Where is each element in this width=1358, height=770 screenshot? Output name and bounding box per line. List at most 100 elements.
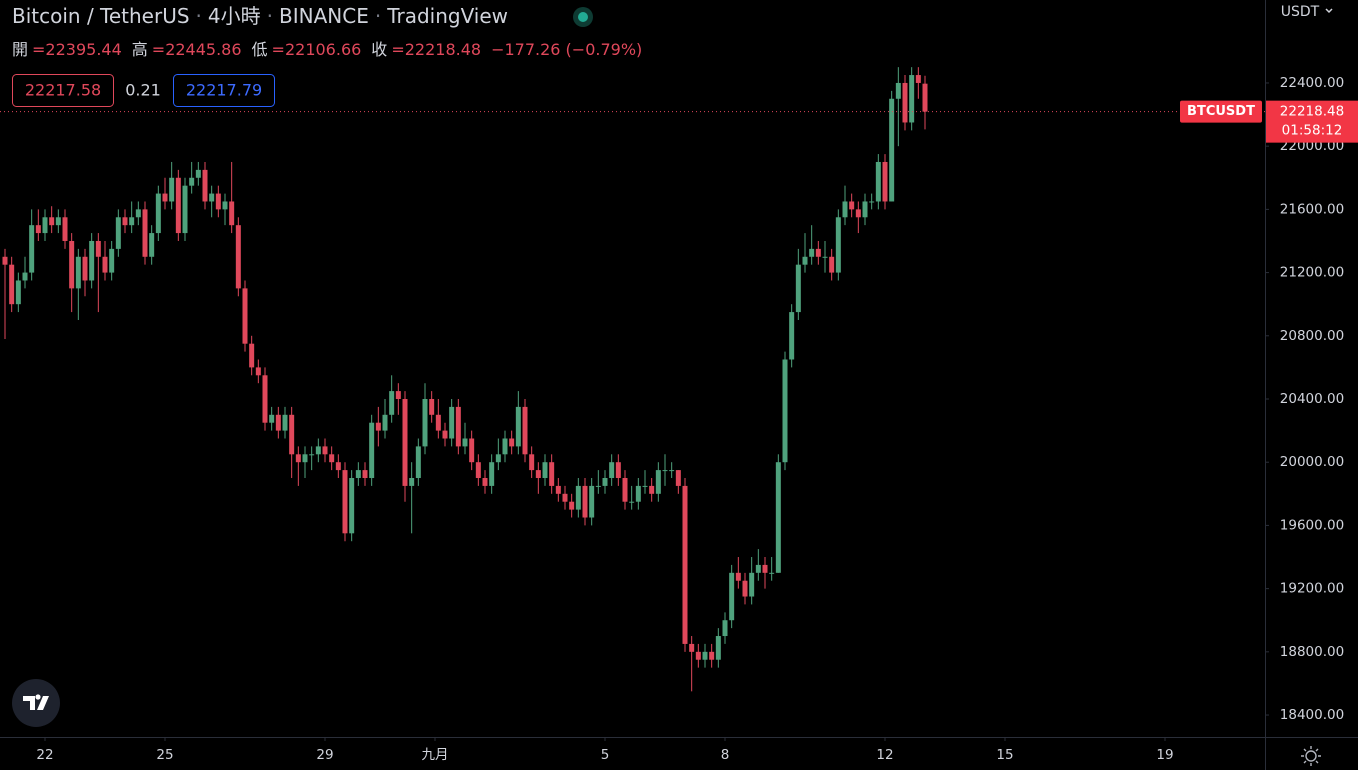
- x-tick-label: 12: [876, 747, 893, 763]
- candle-body: [635, 485, 641, 502]
- candle-body: [9, 264, 15, 305]
- candle-body: [15, 280, 21, 305]
- candle-body: [22, 272, 28, 281]
- candle-body: [709, 651, 715, 660]
- settings-icon[interactable]: [1301, 746, 1321, 766]
- ask-box[interactable]: [173, 74, 275, 107]
- gear: [1305, 750, 1317, 762]
- candles: [2, 67, 928, 692]
- candle-body: [829, 256, 835, 273]
- x-tick-label: 5: [601, 747, 610, 763]
- separator: ·: [267, 4, 273, 28]
- status-dot: [578, 12, 588, 22]
- candle-body: [409, 478, 415, 486]
- candle-body: [202, 169, 208, 202]
- candle-body: [855, 209, 861, 218]
- candle-body: [595, 485, 601, 487]
- candle-body: [769, 572, 775, 574]
- candle-body: [82, 256, 88, 281]
- candle-body: [742, 580, 748, 597]
- ohlc-legend: 開 =22395.44 高 =22445.86 低 =22106.66 收 =22218.48…: [12, 40, 642, 59]
- candle-body: [282, 414, 288, 431]
- currency-selector[interactable]: USDT: [1281, 4, 1320, 20]
- symbol-name: Bitcoin / TetherUS: [12, 4, 190, 28]
- candle-body: [42, 217, 48, 234]
- gear-teeth: [1301, 746, 1321, 766]
- candle-body: [222, 201, 228, 210]
- candle-body: [469, 438, 475, 463]
- candle-body: [242, 288, 248, 344]
- candle-body: [809, 248, 815, 257]
- candle-body: [689, 643, 695, 652]
- candle-body: [255, 367, 261, 376]
- candle-body: [75, 256, 81, 289]
- candle-body: [549, 462, 555, 486]
- candle-body: [702, 651, 708, 660]
- candle-body: [729, 572, 735, 621]
- candle-body: [382, 414, 388, 431]
- y-tick-label: 18800.00: [1280, 644, 1344, 660]
- candle-body: [715, 636, 721, 660]
- separator: ·: [196, 4, 202, 28]
- price-tag: [1266, 100, 1358, 143]
- candle-body: [329, 454, 335, 463]
- candle-body: [2, 256, 8, 265]
- candle-body: [482, 478, 488, 486]
- y-tick-label: 20000.00: [1280, 454, 1344, 470]
- candle-body: [189, 177, 195, 186]
- candle-body: [842, 201, 848, 218]
- candle-body: [882, 161, 888, 202]
- candle-body: [755, 564, 761, 573]
- candle-body: [475, 462, 481, 479]
- candle-body: [589, 485, 595, 518]
- candle-body: [129, 217, 135, 226]
- x-tick-label: 九月: [422, 747, 449, 763]
- candle-body: [675, 470, 681, 486]
- candle-body: [602, 478, 608, 486]
- candle-body: [62, 217, 68, 241]
- candle-body: [495, 454, 501, 463]
- candle-body: [569, 501, 575, 510]
- candle-body: [515, 406, 521, 447]
- candle-body: [262, 375, 268, 423]
- candle-body: [295, 454, 301, 463]
- price-tag-text: 22218.48: [1280, 104, 1344, 120]
- candle-body: [889, 98, 895, 202]
- legend-value: =22218.48: [391, 40, 481, 59]
- x-tick-label: 19: [1156, 747, 1173, 763]
- candle-body: [195, 169, 201, 178]
- y-tick-label: 20800.00: [1280, 328, 1344, 344]
- candle-body: [815, 248, 821, 257]
- symbol: Bitcoin / TetherUS · 4小時 · BINANCE · TradingVi…: [12, 4, 508, 28]
- y-tick-label: 19600.00: [1280, 517, 1344, 533]
- candle-body: [462, 438, 468, 447]
- candle-body: [455, 406, 461, 447]
- candle-body: [95, 240, 101, 257]
- candle-body: [175, 177, 181, 234]
- candle-body: [449, 406, 455, 439]
- y-tick-label: 21200.00: [1280, 265, 1344, 281]
- y-tick-label: 20400.00: [1280, 391, 1344, 407]
- candle-body: [802, 256, 808, 265]
- candle-body: [162, 193, 168, 202]
- candle-body: [822, 256, 828, 258]
- legend-label: 收: [371, 40, 387, 59]
- candle-body: [29, 225, 35, 273]
- candle-body: [642, 485, 648, 487]
- candle-body: [629, 501, 635, 503]
- candle-body: [835, 217, 841, 273]
- candle-body: [122, 217, 128, 226]
- legend-value: =22395.44: [32, 40, 122, 59]
- candle-body: [562, 493, 568, 502]
- tv-logo[interactable]: [12, 679, 60, 727]
- candle-body: [782, 359, 788, 463]
- candle-body: [229, 201, 235, 226]
- candle-body: [315, 446, 321, 455]
- bid-box[interactable]: [12, 74, 114, 107]
- candle-body: [289, 414, 295, 455]
- y-tick-label: 22400.00: [1280, 75, 1344, 91]
- candle-body: [375, 422, 381, 431]
